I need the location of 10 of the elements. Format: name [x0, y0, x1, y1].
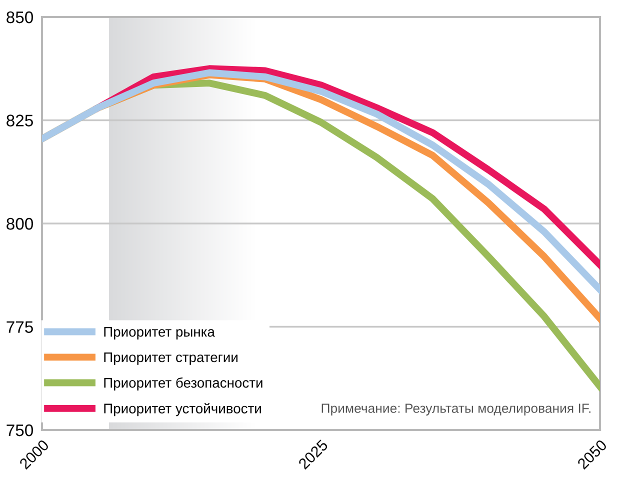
y-tick-label: 850	[6, 11, 34, 24]
legend-label: Приоритет безопасности	[104, 377, 262, 390]
annotation: Примечание: Результаты моделирования IF.	[322, 404, 590, 416]
y-tick-label: 750	[6, 424, 34, 436]
legend-label: Приоритет устойчивости	[104, 402, 261, 416]
y-tick-label: 825	[6, 114, 33, 126]
y-tick-label: 775	[6, 321, 33, 333]
y-tick-label: 800	[6, 218, 34, 230]
legend-label: Приоритет рынка	[104, 327, 215, 340]
legend-label: Приоритет стратегии	[104, 352, 238, 365]
